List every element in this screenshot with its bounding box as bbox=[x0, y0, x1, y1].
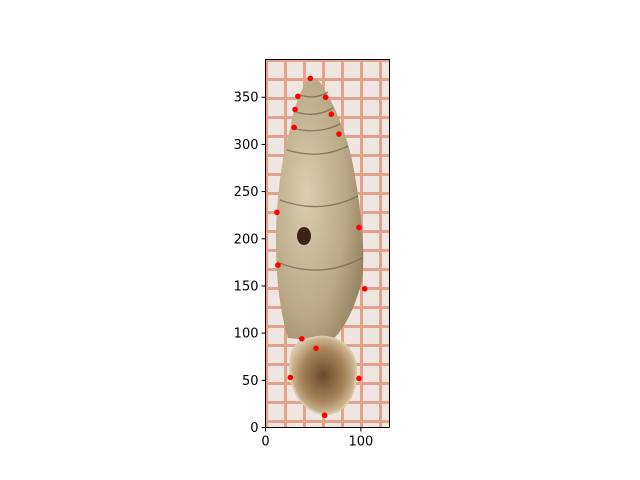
scatter-point bbox=[275, 262, 281, 269]
y-tick-label: 200 bbox=[234, 232, 259, 247]
y-tick-label: 0 bbox=[250, 421, 258, 436]
y-tick-label: 250 bbox=[234, 185, 259, 200]
y-axis: 0 50 100 150 200 250 300 350 bbox=[234, 91, 266, 436]
y-tick-label: 300 bbox=[234, 138, 259, 153]
shell-photograph bbox=[265, 59, 389, 427]
scatter-point bbox=[336, 131, 342, 137]
x-tick-label: 100 bbox=[348, 435, 373, 450]
y-tick-label: 150 bbox=[234, 279, 259, 294]
scatter-point bbox=[291, 124, 297, 131]
scatter-point bbox=[274, 209, 280, 216]
y-tick-label: 100 bbox=[234, 327, 259, 342]
shell-body bbox=[276, 76, 364, 342]
scatter-point bbox=[321, 412, 328, 419]
scatter-point bbox=[295, 93, 301, 100]
scatter-point bbox=[361, 285, 368, 292]
scatter-series bbox=[274, 75, 368, 419]
scatter-point bbox=[322, 94, 329, 101]
scatter-point bbox=[287, 374, 294, 381]
y-tick-label: 350 bbox=[234, 91, 259, 106]
scatter-point bbox=[356, 375, 362, 382]
y-tick-label: 50 bbox=[242, 374, 259, 389]
scatter-point bbox=[292, 106, 298, 113]
scatter-point bbox=[328, 111, 335, 118]
shell-sutures bbox=[276, 91, 363, 271]
scatter-point bbox=[313, 345, 319, 352]
scatter-point bbox=[356, 224, 362, 231]
scatter-point bbox=[307, 75, 314, 82]
shell-hole bbox=[297, 227, 311, 245]
scatter-point bbox=[298, 336, 305, 342]
x-axis: 0 100 bbox=[261, 427, 373, 450]
axes-frame bbox=[265, 59, 390, 428]
x-tick-label: 0 bbox=[261, 435, 269, 450]
shell-aperture bbox=[289, 335, 358, 416]
plot-area bbox=[265, 59, 389, 427]
